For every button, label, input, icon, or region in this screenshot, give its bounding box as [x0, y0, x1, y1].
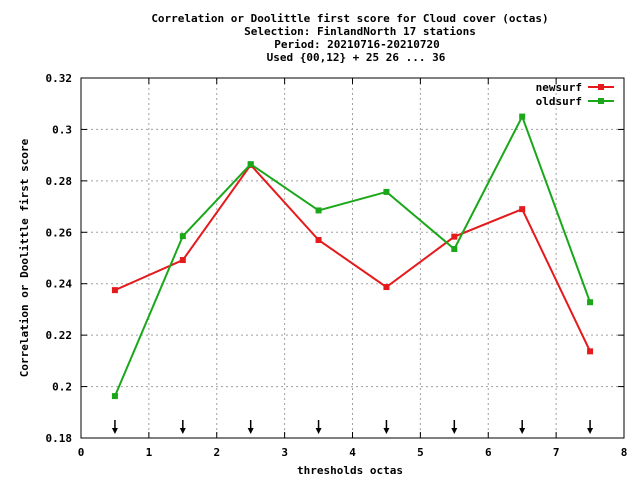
y-axis-label: Correlation or Doolittle first score [18, 138, 31, 377]
x-tick-label: 1 [146, 446, 153, 459]
legend-marker-newsurf [598, 84, 604, 90]
data-point-newsurf [587, 348, 594, 355]
data-point-newsurf [315, 237, 322, 243]
x-tick-label: 4 [349, 446, 356, 459]
legend-marker-oldsurf [598, 98, 604, 104]
title-line-2: Selection: FinlandNorth 17 stations [244, 25, 476, 38]
y-tick-label: 0.28 [46, 175, 73, 188]
y-tick-label: 0.24 [46, 278, 73, 291]
threshold-arrow-head [111, 428, 118, 434]
y-tick-label: 0.22 [46, 329, 73, 342]
threshold-arrow [179, 420, 186, 434]
x-tick-label: 7 [553, 446, 560, 459]
data-point-newsurf [383, 284, 390, 291]
threshold-arrow-head [179, 428, 186, 434]
data-point-oldsurf [383, 188, 390, 195]
threshold-arrow-head [587, 428, 594, 434]
x-tick-label: 6 [485, 446, 492, 459]
title-line-4: Used {00,12} + 25 26 ... 36 [267, 51, 446, 64]
title-line-3: Period: 20210716-20210720 [274, 38, 440, 51]
grid [81, 78, 624, 438]
threshold-arrow [111, 420, 118, 434]
threshold-arrow [247, 420, 254, 434]
axis-ticks: 0 1 2 3 4 5 6 7 8 0.18 0.2 0.22 0.24 0.26 0.28 0.3 0.32 [46, 72, 628, 459]
x-tick-label: 2 [213, 446, 220, 459]
data-point-oldsurf [451, 246, 458, 252]
threshold-arrow [315, 420, 322, 434]
data-point-newsurf [111, 287, 118, 294]
threshold-arrow [519, 420, 526, 434]
data-point-oldsurf [247, 161, 254, 168]
y-tick-label: 0.32 [46, 72, 73, 85]
threshold-arrow [451, 420, 458, 434]
data-point-oldsurf [111, 393, 118, 400]
series-line-newsurf [114, 163, 591, 352]
y-tick-label: 0.2 [52, 381, 72, 394]
series-group [111, 113, 594, 400]
x-tick-label: 0 [78, 446, 85, 459]
threshold-arrow [587, 420, 594, 434]
y-tick-label: 0.3 [52, 123, 72, 136]
data-point-oldsurf [315, 207, 322, 214]
threshold-arrows [111, 420, 594, 434]
data-point-oldsurf [519, 113, 526, 120]
series-line-oldsurf [114, 114, 592, 397]
x-axis-label: thresholds octas [297, 464, 403, 477]
plot-frame [80, 77, 625, 439]
x-tick-label: 8 [621, 446, 628, 459]
title-line-1: Correlation or Doolittle first score for… [151, 12, 548, 25]
threshold-arrow [383, 420, 390, 434]
data-point-oldsurf [587, 299, 594, 306]
chart-title: Correlation or Doolittle first score for… [151, 12, 548, 64]
data-point-newsurf [451, 233, 458, 240]
threshold-arrow-head [315, 428, 322, 434]
legend-label-oldsurf: oldsurf [536, 95, 582, 108]
data-point-newsurf [179, 257, 186, 264]
y-tick-label: 0.26 [46, 226, 73, 239]
x-tick-label: 3 [281, 446, 288, 459]
y-tick-label: 0.18 [46, 432, 73, 445]
legend-label-newsurf: newsurf [536, 81, 582, 94]
threshold-arrow-head [383, 428, 390, 434]
x-tick-label: 5 [417, 446, 424, 459]
threshold-arrow-head [451, 428, 458, 434]
threshold-arrow-head [247, 428, 254, 434]
data-point-newsurf [519, 206, 526, 213]
data-point-oldsurf [179, 233, 186, 240]
threshold-arrow-head [519, 428, 526, 434]
